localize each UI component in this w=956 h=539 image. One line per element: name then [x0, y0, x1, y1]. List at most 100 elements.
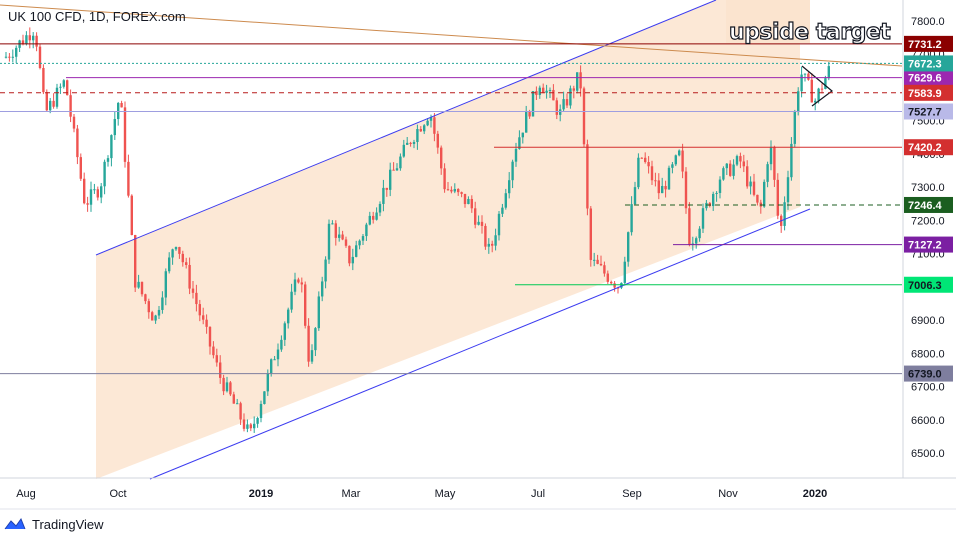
y-tick-label: 7200.0: [911, 215, 945, 227]
channel-lower-line: [149, 208, 811, 480]
candle-body: [314, 328, 317, 351]
candle-body: [491, 243, 494, 246]
candle-body: [518, 137, 521, 149]
candle-body: [732, 164, 735, 176]
candle-body: [616, 287, 620, 289]
candle-body: [749, 181, 752, 187]
descending-trendline: [0, 4, 903, 67]
candle-body: [351, 256, 354, 264]
y-tick-label: 6500.0: [911, 448, 945, 460]
y-tick-label: 7800.0: [911, 16, 945, 28]
candle-body: [820, 88, 824, 90]
candle-body: [249, 424, 252, 429]
candle-body: [671, 164, 674, 168]
candle-body: [596, 259, 599, 264]
x-tick-label: Mar: [342, 488, 361, 500]
channel-upper-line: [95, 0, 717, 256]
candle-body: [35, 35, 38, 47]
x-tick-label: Sep: [622, 488, 642, 500]
candle-body: [229, 382, 232, 395]
candle-body: [681, 150, 684, 172]
candle-body: [15, 47, 18, 57]
candle-body: [531, 91, 535, 117]
candle-body: [266, 373, 269, 392]
candle-body: [786, 177, 790, 203]
candle-body: [287, 309, 290, 324]
y-tick-label: 7300.0: [911, 182, 945, 194]
candle-body: [606, 273, 609, 282]
x-tick-label: May: [435, 488, 456, 500]
candle-body: [66, 80, 69, 96]
y-tick-label: 6800.0: [911, 348, 945, 360]
candle-body: [236, 403, 239, 405]
candle-body: [334, 223, 337, 238]
candle-body: [174, 247, 178, 250]
candle-body: [528, 111, 531, 117]
candle-body: [511, 161, 514, 181]
candle-body: [446, 189, 450, 191]
candle-body: [535, 91, 538, 95]
candle-body: [188, 264, 191, 289]
candle-body: [457, 189, 460, 193]
candle-body: [368, 215, 371, 225]
candle-body: [545, 90, 548, 93]
candle-body: [154, 315, 157, 321]
candle-body: [735, 156, 739, 165]
x-tick-label: Jul: [531, 488, 545, 500]
level-price-label: 7527.7: [908, 106, 942, 118]
candle-body: [633, 187, 637, 205]
candle-body: [212, 346, 215, 356]
candle-body: [688, 208, 691, 245]
candle-body: [803, 73, 807, 75]
candle-body: [147, 301, 150, 313]
level-price-tag: [904, 139, 953, 156]
candle-body: [419, 129, 422, 132]
candle-body: [83, 178, 86, 204]
y-tick-label: 6700.0: [911, 382, 945, 394]
candle-body: [494, 235, 497, 246]
candle-body: [62, 80, 65, 87]
candle-body: [409, 142, 412, 144]
candle-body: [569, 88, 572, 106]
candle-body: [246, 424, 249, 429]
candle-body: [348, 245, 351, 264]
candle-body: [225, 382, 229, 392]
candle-body: [304, 284, 307, 326]
candle-body: [684, 171, 688, 209]
candle-body: [630, 204, 633, 233]
candle-body: [372, 215, 375, 220]
candle-body: [504, 193, 507, 208]
candle-body: [134, 235, 137, 288]
candle-body: [640, 157, 643, 159]
candle-body: [664, 185, 667, 190]
candle-body: [297, 279, 300, 283]
candle-body: [814, 100, 817, 103]
level-price-tag: [904, 365, 953, 382]
level-price-tag: [904, 103, 953, 120]
candle-body: [627, 232, 630, 262]
candle-body: [620, 282, 623, 288]
level-price-label: 7583.9: [908, 88, 942, 100]
candle-body: [603, 265, 606, 274]
candle-body: [93, 189, 96, 191]
candle-body: [55, 87, 59, 107]
candle-body: [52, 100, 55, 107]
candle-body: [463, 193, 467, 205]
candle-body: [783, 202, 786, 226]
candle-body: [382, 187, 385, 204]
candle-body: [674, 155, 677, 165]
candle-body: [701, 208, 705, 229]
candle-body: [283, 323, 286, 340]
candle-body: [89, 189, 93, 205]
candle-body: [817, 88, 820, 101]
candle-body: [423, 125, 426, 132]
tradingview-footer[interactable]: TradingView: [0, 509, 104, 539]
level-price-label: 6739.0: [908, 369, 942, 381]
candle-body: [484, 225, 487, 247]
candle-body: [273, 359, 276, 361]
candle-body: [470, 198, 473, 209]
candle-body: [769, 146, 773, 165]
candle-body: [644, 157, 647, 163]
candle-body: [729, 163, 732, 176]
